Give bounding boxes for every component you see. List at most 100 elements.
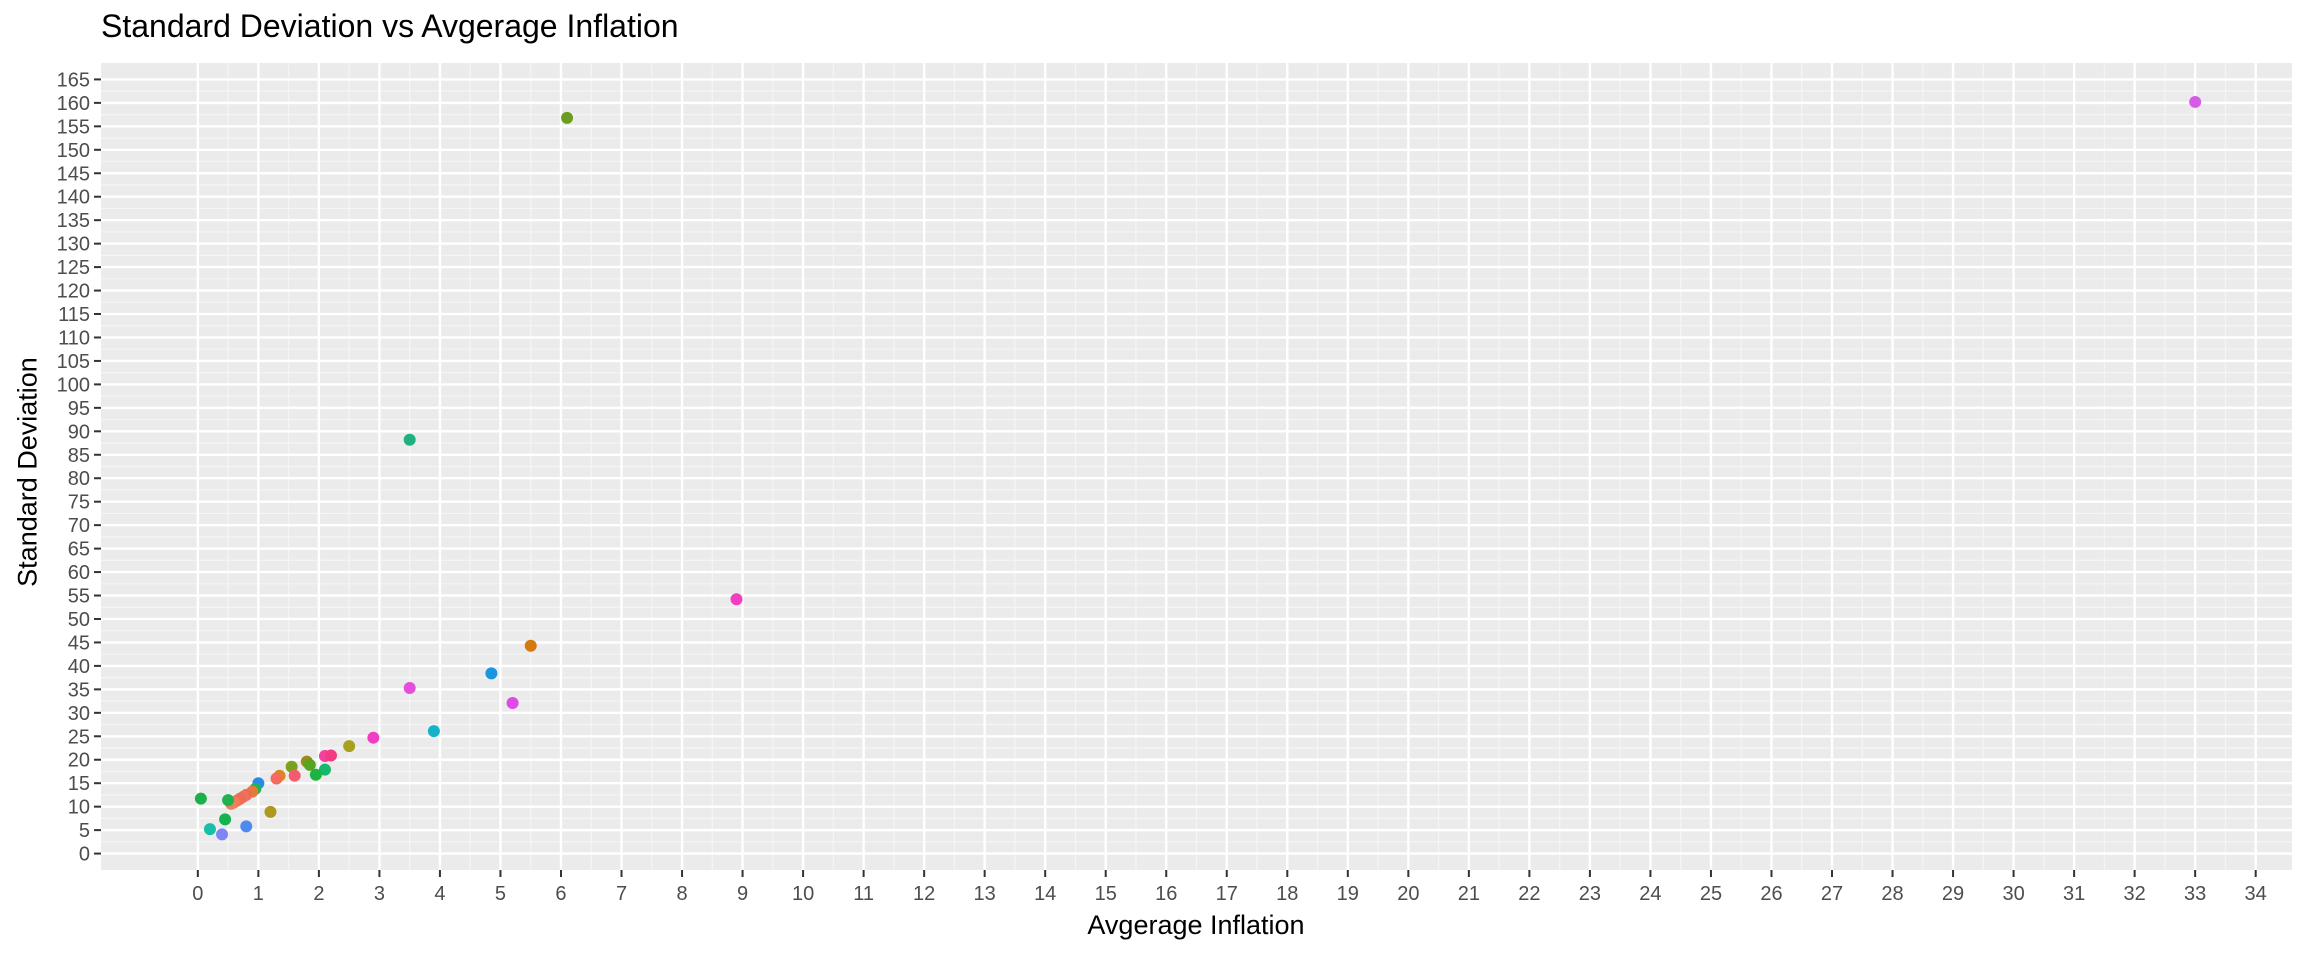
x-tick-label: 0 [192, 883, 203, 905]
x-tick-label: 31 [2063, 883, 2085, 905]
y-tick-label: 105 [57, 351, 90, 373]
y-axis: 0510152025303540455055606570758085909510… [57, 69, 101, 866]
x-tick-label: 3 [374, 883, 385, 905]
data-point [524, 639, 537, 652]
data-point [222, 794, 235, 807]
data-point [730, 593, 743, 606]
y-tick-label: 150 [57, 140, 90, 162]
chart-title: Standard Deviation vs Avgerage Inflation [101, 8, 679, 44]
y-tick-label: 40 [68, 656, 90, 678]
y-tick-label: 10 [68, 797, 90, 819]
x-tick-label: 7 [616, 883, 627, 905]
data-point [219, 813, 232, 826]
y-tick-label: 145 [57, 163, 90, 185]
y-tick-label: 25 [68, 726, 90, 748]
data-point [324, 749, 337, 762]
data-point [240, 820, 253, 833]
y-tick-label: 15 [68, 773, 90, 795]
y-tick-label: 130 [57, 234, 90, 256]
y-tick-label: 45 [68, 632, 90, 654]
data-point [506, 696, 519, 709]
data-point [288, 769, 301, 782]
data-points [194, 95, 2202, 841]
x-tick-label: 20 [1397, 883, 1419, 905]
data-point [216, 828, 229, 841]
data-point [264, 805, 277, 818]
major-gridlines [101, 63, 2292, 870]
y-tick-label: 155 [57, 116, 90, 138]
data-point [303, 758, 316, 771]
y-tick-label: 115 [58, 304, 90, 326]
x-tick-label: 2 [313, 883, 324, 905]
x-tick-label: 15 [1095, 883, 1117, 905]
x-tick-label: 25 [1700, 883, 1722, 905]
x-axis: 0 1 2 3 4 5 6 7 8 9 10 11 12 13 14 15 16 17 18 19 20 21 22 23 24… [192, 870, 2267, 905]
x-axis-title: Avgerage Inflation [1087, 910, 1305, 940]
x-tick-label: 32 [2124, 883, 2146, 905]
x-tick-label: 11 [853, 883, 874, 905]
x-tick-label: 22 [1518, 883, 1540, 905]
x-tick-label: 19 [1337, 883, 1359, 905]
y-tick-label: 125 [57, 257, 90, 279]
y-tick-label: 30 [68, 703, 90, 725]
y-tick-label: 35 [68, 679, 90, 701]
y-tick-label: 100 [57, 374, 90, 396]
data-point [367, 731, 380, 744]
y-tick-label: 75 [68, 492, 90, 514]
x-tick-label: 21 [1458, 883, 1480, 905]
y-tick-label: 95 [68, 398, 90, 420]
data-point [203, 823, 216, 836]
data-point [561, 111, 574, 124]
y-tick-label: 140 [57, 187, 90, 209]
x-tick-label: 1 [253, 883, 264, 905]
y-tick-label: 55 [68, 586, 90, 608]
y-tick-label: 85 [68, 445, 90, 467]
x-tick-label: 33 [2184, 883, 2206, 905]
data-point [403, 433, 416, 446]
x-tick-label: 12 [913, 883, 935, 905]
y-axis-title: Standard Deviation [12, 357, 43, 587]
x-tick-label: 29 [1942, 883, 1964, 905]
y-tick-label: 5 [79, 820, 90, 842]
y-tick-label: 0 [79, 844, 90, 866]
x-tick-label: 8 [676, 883, 687, 905]
x-tick-label: 13 [974, 883, 996, 905]
x-tick-label: 34 [2245, 883, 2267, 905]
data-point [318, 763, 331, 776]
y-tick-label: 90 [68, 421, 90, 443]
y-tick-label: 120 [57, 281, 90, 303]
data-point [194, 792, 207, 805]
y-tick-label: 50 [68, 609, 90, 631]
y-tick-label: 70 [68, 515, 90, 537]
data-point [403, 681, 416, 694]
y-tick-label: 65 [68, 539, 90, 561]
x-tick-label: 23 [1579, 883, 1601, 905]
data-point [485, 667, 498, 680]
x-tick-label: 16 [1155, 883, 1177, 905]
x-tick-label: 6 [555, 883, 566, 905]
x-tick-label: 17 [1216, 883, 1238, 905]
x-tick-label: 10 [792, 883, 814, 905]
x-tick-label: 5 [495, 883, 506, 905]
y-tick-label: 20 [68, 750, 90, 772]
x-tick-label: 30 [2002, 883, 2024, 905]
y-tick-label: 60 [68, 562, 90, 584]
y-tick-label: 80 [68, 468, 90, 490]
y-tick-label: 110 [58, 327, 90, 349]
x-tick-label: 27 [1821, 883, 1843, 905]
data-point [309, 768, 322, 781]
y-tick-label: 135 [57, 210, 90, 232]
y-tick-label: 160 [57, 93, 90, 115]
x-tick-label: 26 [1760, 883, 1782, 905]
data-point [2189, 95, 2202, 108]
data-point [270, 772, 283, 785]
x-tick-label: 28 [1881, 883, 1903, 905]
data-point [343, 740, 356, 753]
x-tick-label: 18 [1276, 883, 1298, 905]
y-tick-label: 165 [57, 69, 90, 91]
x-tick-label: 9 [737, 883, 748, 905]
data-point [427, 725, 440, 738]
x-tick-label: 24 [1639, 883, 1661, 905]
x-tick-label: 4 [434, 883, 445, 905]
